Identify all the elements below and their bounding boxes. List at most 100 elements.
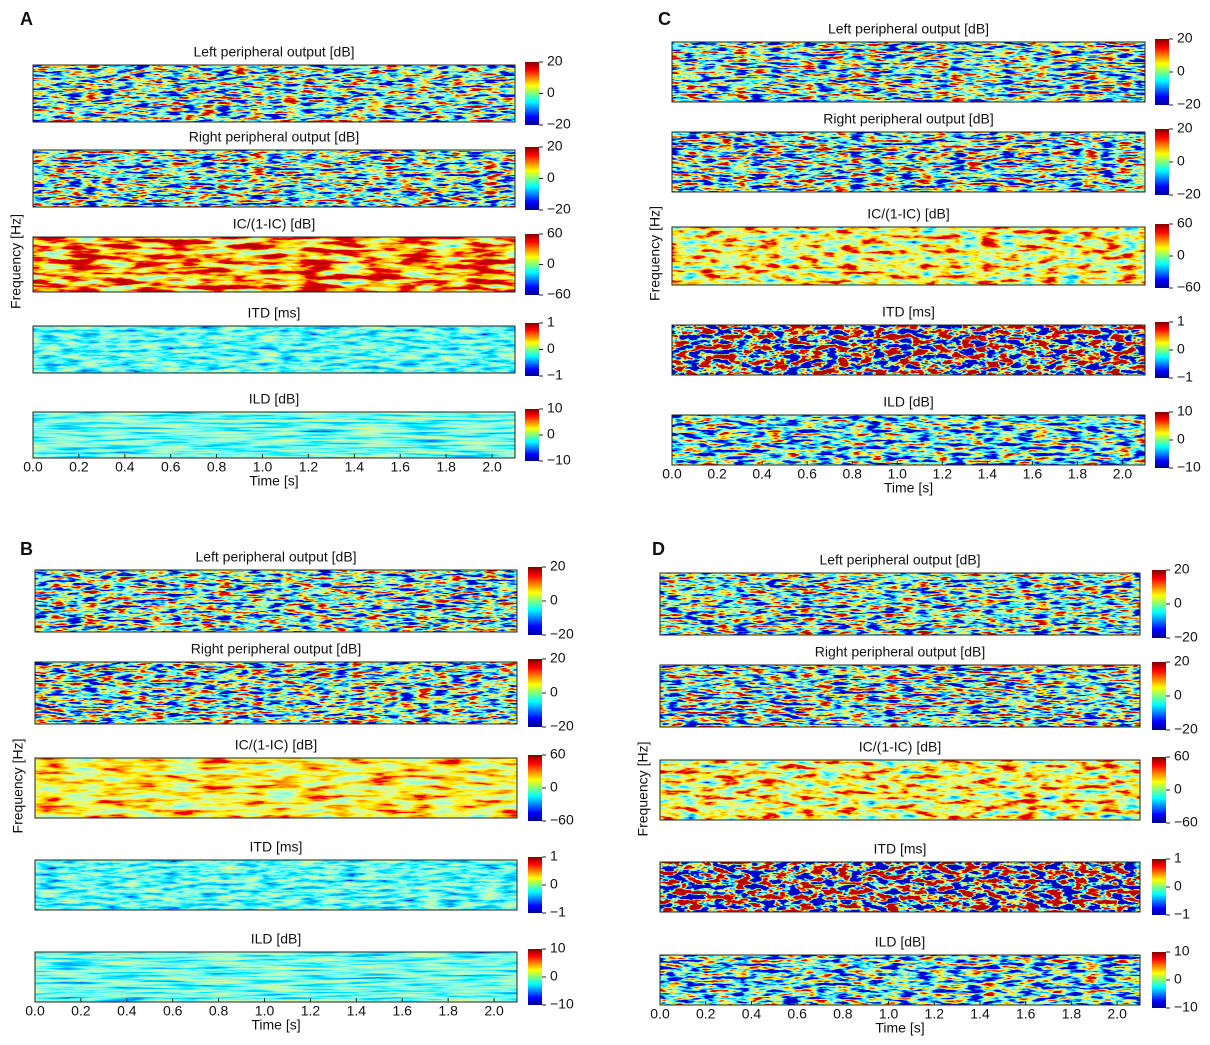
colorbar bbox=[1152, 859, 1166, 915]
colorbar-tick-label: 10 bbox=[547, 400, 563, 416]
subplot-title: Left peripheral output [dB] bbox=[828, 21, 989, 37]
colorbar-tick-label: −20 bbox=[547, 201, 571, 217]
colorbar bbox=[1155, 412, 1169, 468]
panel-label: A bbox=[20, 9, 33, 29]
subplot-title: IC/(1-IC) [dB] bbox=[233, 216, 315, 232]
heatmap-image bbox=[33, 237, 515, 292]
colorbar-tick-label: 1 bbox=[1174, 850, 1182, 866]
colorbar-tick-label: 1 bbox=[547, 314, 555, 330]
heatmap-image bbox=[35, 758, 517, 818]
subplot-title: ITD [ms] bbox=[250, 839, 303, 855]
colorbar-tick-label: 0 bbox=[1174, 595, 1182, 611]
colorbar-tick-label: −20 bbox=[547, 116, 571, 132]
y-axis-label: Frequency [Hz] bbox=[8, 214, 24, 309]
colorbar-tick-label: 0 bbox=[1174, 781, 1182, 797]
heatmap-image bbox=[35, 570, 517, 632]
colorbar-tick-label: 20 bbox=[1174, 653, 1190, 669]
colorbar-tick-label: 20 bbox=[550, 650, 566, 666]
x-tick-label: 0.0 bbox=[662, 466, 682, 482]
colorbar-tick-label: 20 bbox=[1174, 561, 1190, 577]
heatmap-image bbox=[35, 662, 517, 724]
subplot-title: ITD [ms] bbox=[874, 841, 927, 857]
colorbar-tick-label: 0 bbox=[550, 876, 558, 892]
x-axis-label: Time [s] bbox=[884, 480, 933, 496]
colorbar-tick-label: −1 bbox=[550, 904, 566, 920]
heatmap-image bbox=[660, 955, 1140, 1005]
x-tick-label: 0.8 bbox=[207, 459, 227, 475]
colorbar bbox=[528, 755, 542, 821]
heatmap-image bbox=[660, 862, 1140, 912]
x-tick-label: 1.2 bbox=[299, 459, 319, 475]
colorbar bbox=[1155, 129, 1169, 195]
x-tick-label: 1.4 bbox=[347, 1003, 367, 1019]
colorbar-tick-label: −20 bbox=[1174, 721, 1198, 737]
colorbar-tick-label: 0 bbox=[1177, 63, 1185, 79]
panel-label: D bbox=[652, 539, 665, 559]
x-tick-label: 0.8 bbox=[209, 1003, 229, 1019]
colorbar bbox=[1155, 224, 1169, 288]
colorbar-tick-label: 0 bbox=[1174, 687, 1182, 703]
subplot-title: Left peripheral output [dB] bbox=[819, 552, 980, 568]
colorbar-tick-label: 10 bbox=[1177, 403, 1193, 419]
colorbar-tick-label: −60 bbox=[547, 286, 571, 302]
heatmap-image bbox=[672, 42, 1145, 102]
x-tick-label: 0.4 bbox=[117, 1003, 137, 1019]
heatmap-image bbox=[672, 325, 1145, 375]
x-tick-label: 1.6 bbox=[391, 459, 411, 475]
subplot-title: ILD [dB] bbox=[251, 931, 302, 947]
x-tick-label: 1.6 bbox=[393, 1003, 413, 1019]
colorbar-tick-label: −10 bbox=[547, 452, 571, 468]
subplot-title: Left peripheral output [dB] bbox=[195, 549, 356, 565]
x-tick-label: 0.0 bbox=[650, 1006, 670, 1022]
colorbar-tick-label: −1 bbox=[1174, 906, 1190, 922]
x-tick-label: 0.2 bbox=[69, 459, 89, 475]
subplot-title: ILD [dB] bbox=[249, 391, 300, 407]
colorbar-tick-label: 0 bbox=[1177, 153, 1185, 169]
colorbar-tick-label: 0 bbox=[547, 169, 555, 185]
colorbar-tick-label: 20 bbox=[1177, 120, 1193, 136]
subplot-title: ITD [ms] bbox=[882, 304, 935, 320]
y-axis-label: Frequency [Hz] bbox=[647, 206, 663, 301]
heatmap-image bbox=[660, 665, 1140, 727]
colorbar-tick-label: −1 bbox=[1177, 369, 1193, 385]
colorbar bbox=[525, 323, 539, 376]
colorbar bbox=[528, 949, 542, 1005]
subplot-title: IC/(1-IC) [dB] bbox=[867, 206, 949, 222]
colorbar-tick-label: −10 bbox=[1174, 999, 1198, 1015]
colorbar-tick-label: 0 bbox=[547, 340, 555, 356]
colorbar-tick-label: 0 bbox=[550, 592, 558, 608]
colorbar bbox=[525, 234, 539, 295]
colorbar-tick-label: −20 bbox=[550, 626, 574, 642]
x-tick-label: 0.4 bbox=[742, 1006, 762, 1022]
colorbar-tick-label: 60 bbox=[547, 225, 563, 241]
colorbar-tick-label: 20 bbox=[547, 138, 563, 154]
heatmap-image bbox=[33, 150, 515, 207]
colorbar-tick-label: 60 bbox=[1174, 748, 1190, 764]
heatmap-image bbox=[672, 415, 1145, 465]
colorbar bbox=[525, 409, 539, 461]
colorbar bbox=[528, 857, 542, 913]
x-tick-label: 0.0 bbox=[25, 1003, 45, 1019]
x-tick-label: 1.4 bbox=[970, 1006, 990, 1022]
x-tick-label: 0.2 bbox=[71, 1003, 91, 1019]
x-tick-label: 0.2 bbox=[707, 466, 727, 482]
colorbar-tick-label: 60 bbox=[1177, 215, 1193, 231]
x-tick-label: 2.0 bbox=[484, 1003, 504, 1019]
colorbar-tick-label: 1 bbox=[1177, 313, 1185, 329]
x-tick-label: 1.8 bbox=[1062, 1006, 1082, 1022]
colorbar bbox=[1152, 952, 1166, 1008]
colorbar-tick-label: 20 bbox=[550, 558, 566, 574]
colorbar-tick-label: −60 bbox=[1174, 814, 1198, 830]
heatmap-image bbox=[672, 132, 1145, 192]
colorbar-tick-label: 1 bbox=[550, 848, 558, 864]
x-tick-label: 2.0 bbox=[482, 459, 502, 475]
colorbar-tick-label: 0 bbox=[1177, 247, 1185, 263]
colorbar-tick-label: −20 bbox=[1174, 629, 1198, 645]
x-tick-label: 0.6 bbox=[797, 466, 817, 482]
heatmap-image bbox=[33, 412, 515, 458]
x-axis-label: Time [s] bbox=[251, 1017, 300, 1033]
colorbar-tick-label: 20 bbox=[1177, 30, 1193, 46]
x-tick-label: 1.4 bbox=[978, 466, 998, 482]
subplot-title: Right peripheral output [dB] bbox=[815, 644, 985, 660]
colorbar-tick-label: 0 bbox=[1177, 431, 1185, 447]
